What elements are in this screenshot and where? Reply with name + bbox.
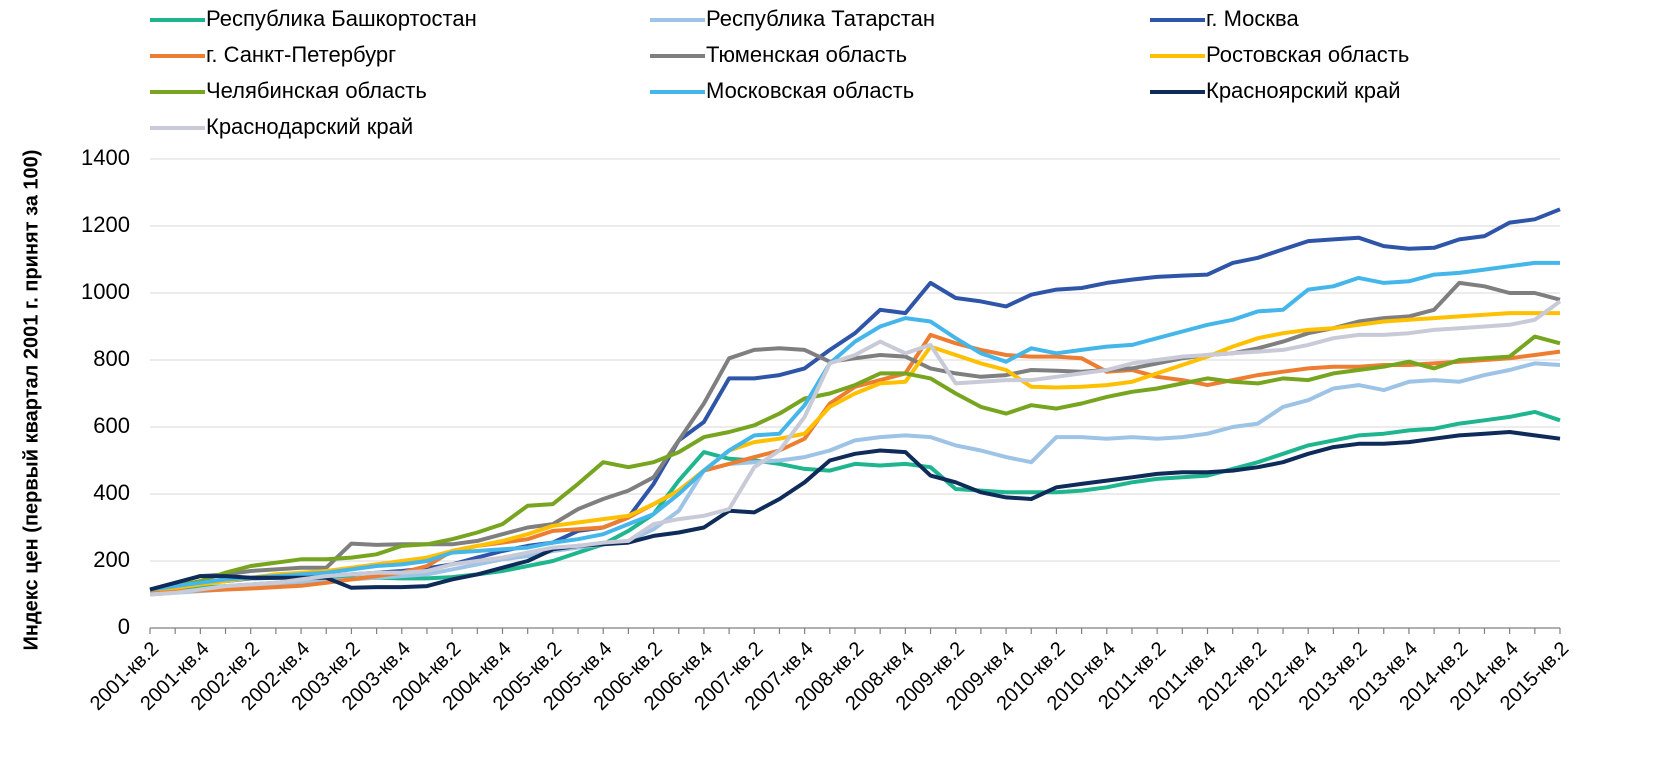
series-line: [149, 260, 1560, 592]
legend-label: г. Москва: [1206, 6, 1299, 31]
legend-label: Челябинская область: [206, 78, 427, 103]
y-tick-label: 600: [93, 413, 130, 438]
legend-label: Республика Татарстан: [706, 6, 935, 31]
series-line: [149, 361, 1561, 597]
legend-label: г. Санкт-Петербург: [206, 42, 396, 67]
y-tick-label: 0: [118, 614, 130, 639]
y-tick-label: 1000: [81, 279, 130, 304]
legend-label: Ростовская область: [1206, 42, 1409, 67]
legend-label: Республика Башкортостан: [206, 6, 477, 31]
series-line: [149, 334, 1561, 592]
y-tick-label: 400: [93, 480, 130, 505]
legend-label: Краснодарский край: [206, 114, 413, 139]
legend-label: Тюменская область: [706, 42, 907, 67]
y-tick-label: 200: [93, 547, 130, 572]
series-line: [149, 311, 1560, 592]
y-tick-label: 1200: [81, 212, 130, 237]
series-line: [149, 299, 1562, 597]
y-axis-label: Индекс цен (первый квартал 2001 г. приня…: [20, 150, 42, 651]
y-tick-label: 1400: [81, 145, 130, 170]
series-line: [149, 430, 1561, 592]
y-tick-label: 800: [93, 346, 130, 371]
series-line: [149, 207, 1561, 592]
legend-label: Красноярский край: [1206, 78, 1401, 103]
legend-label: Московская область: [706, 78, 914, 103]
